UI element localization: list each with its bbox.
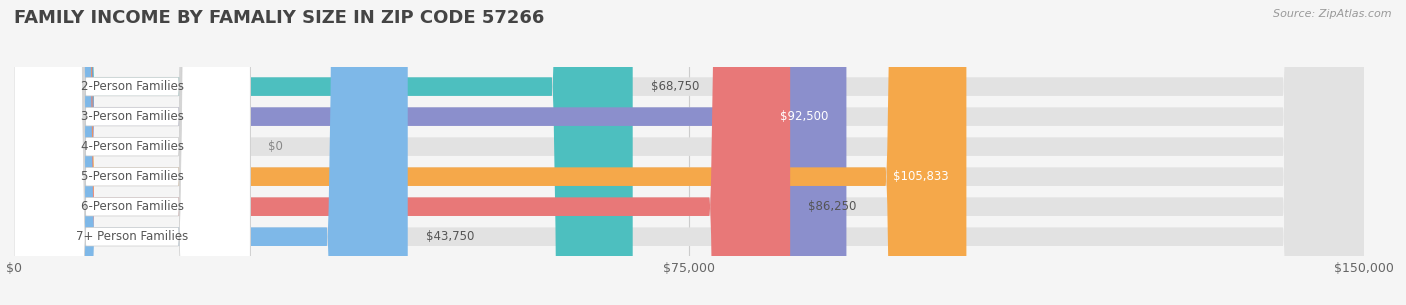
Text: $68,750: $68,750 bbox=[651, 80, 699, 93]
FancyBboxPatch shape bbox=[14, 0, 790, 305]
FancyBboxPatch shape bbox=[14, 0, 633, 305]
Text: FAMILY INCOME BY FAMALIY SIZE IN ZIP CODE 57266: FAMILY INCOME BY FAMALIY SIZE IN ZIP COD… bbox=[14, 9, 544, 27]
FancyBboxPatch shape bbox=[14, 0, 250, 305]
Text: 6-Person Families: 6-Person Families bbox=[80, 200, 184, 213]
FancyBboxPatch shape bbox=[14, 0, 1364, 305]
Text: $105,833: $105,833 bbox=[893, 170, 949, 183]
FancyBboxPatch shape bbox=[14, 0, 846, 305]
FancyBboxPatch shape bbox=[14, 0, 250, 305]
FancyBboxPatch shape bbox=[14, 0, 408, 305]
Text: 3-Person Families: 3-Person Families bbox=[80, 110, 184, 123]
FancyBboxPatch shape bbox=[14, 0, 1364, 305]
FancyBboxPatch shape bbox=[14, 0, 1364, 305]
Text: 5-Person Families: 5-Person Families bbox=[80, 170, 184, 183]
Text: $92,500: $92,500 bbox=[780, 110, 828, 123]
Text: $0: $0 bbox=[269, 140, 283, 153]
FancyBboxPatch shape bbox=[14, 0, 250, 305]
Text: 4-Person Families: 4-Person Families bbox=[80, 140, 184, 153]
FancyBboxPatch shape bbox=[14, 0, 966, 305]
Text: $43,750: $43,750 bbox=[426, 230, 474, 243]
Text: $86,250: $86,250 bbox=[808, 200, 856, 213]
FancyBboxPatch shape bbox=[14, 0, 250, 305]
FancyBboxPatch shape bbox=[14, 0, 250, 305]
FancyBboxPatch shape bbox=[14, 0, 1364, 305]
Text: 2-Person Families: 2-Person Families bbox=[80, 80, 184, 93]
Text: Source: ZipAtlas.com: Source: ZipAtlas.com bbox=[1274, 9, 1392, 19]
FancyBboxPatch shape bbox=[14, 0, 1364, 305]
FancyBboxPatch shape bbox=[14, 0, 250, 305]
FancyBboxPatch shape bbox=[14, 0, 1364, 305]
Text: 7+ Person Families: 7+ Person Families bbox=[76, 230, 188, 243]
